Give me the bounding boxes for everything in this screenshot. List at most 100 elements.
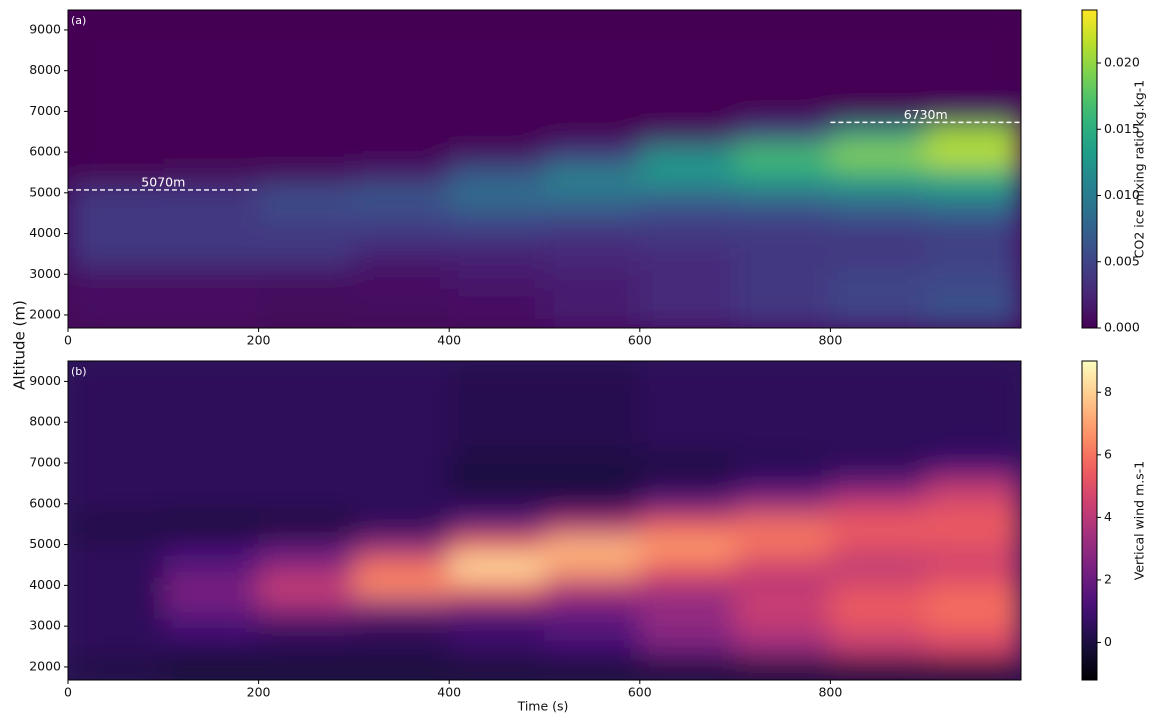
heatmap-cell: [925, 225, 1021, 247]
y-tick-label: 3000: [29, 618, 61, 633]
x-axis-label: Time (s): [517, 699, 569, 714]
heatmap-cell: [544, 597, 641, 619]
heatmap-cell: [639, 306, 736, 328]
heatmap-cell: [353, 10, 450, 104]
heatmap-cell: [639, 475, 736, 497]
heatmap-cell: [353, 516, 450, 537]
heatmap-cell: [544, 306, 641, 328]
heatmap-cell: [925, 10, 1021, 104]
heatmap-cell: [163, 454, 260, 476]
heatmap-cell: [925, 361, 1021, 456]
heatmap-cell: [544, 266, 641, 287]
heatmap-cell: [735, 475, 831, 497]
heatmap-cell: [449, 495, 545, 517]
heatmap-cell: [925, 164, 1021, 186]
heatmap-cell: [68, 103, 164, 125]
heatmap-cell: [258, 495, 355, 517]
heatmap-cell: [258, 638, 355, 660]
heatmap-cell: [735, 361, 831, 456]
y-tick-label: 5000: [29, 536, 61, 551]
x-tick-label: 600: [628, 685, 652, 700]
heatmap-cell: [449, 577, 545, 599]
heatmap-cell: [830, 361, 927, 456]
heatmap-cell: [68, 10, 164, 104]
heatmap-cell: [449, 658, 545, 680]
heatmap-cell: [353, 658, 450, 680]
heatmap-cell: [353, 475, 450, 497]
heatmap-cell: [639, 597, 736, 619]
heatmap-cell: [68, 164, 164, 186]
heatmap-cell: [163, 306, 260, 328]
heatmap-cell: [925, 245, 1021, 267]
annotation-label: 6730m: [904, 107, 948, 122]
x-tick-label: 400: [437, 333, 461, 348]
heatmap-cell: [925, 617, 1021, 639]
heatmap-cell: [925, 286, 1021, 308]
heatmap-cell: [258, 103, 355, 125]
heatmap-cell: [68, 638, 164, 660]
heatmap-cell: [925, 495, 1021, 517]
heatmap-cell: [830, 495, 927, 517]
heatmap-cell: [353, 103, 450, 125]
heatmap-cell: [830, 577, 927, 599]
heatmap-cell: [735, 143, 831, 165]
heatmap-cell: [353, 556, 450, 578]
heatmap-cell: [830, 266, 927, 287]
heatmap-cell: [258, 536, 355, 558]
heatmap-cell: [68, 495, 164, 517]
heatmap-cell: [163, 536, 260, 558]
heatmap-cell: [735, 164, 831, 186]
x-tick-label: 400: [437, 685, 461, 700]
heatmap-cell: [544, 658, 641, 680]
heatmap-cell: [639, 123, 736, 145]
heatmap-cell: [925, 143, 1021, 165]
heatmap-cell: [830, 638, 927, 660]
heatmap-cell: [544, 225, 641, 247]
heatmap-cell: [544, 143, 641, 165]
heatmap-cell: [163, 658, 260, 680]
heatmap-cell: [163, 266, 260, 287]
heatmap-cell: [163, 556, 260, 578]
heatmap-cell: [830, 286, 927, 308]
heatmap-cell: [449, 454, 545, 476]
heatmap-cell: [353, 454, 450, 476]
heatmap-cell: [925, 577, 1021, 599]
plot-area: [68, 361, 1021, 680]
heatmap-cell: [258, 245, 355, 267]
heatmap-cell: [163, 516, 260, 537]
heatmap-cell: [449, 361, 545, 456]
heatmap-cell: [258, 286, 355, 308]
x-tick-label: 0: [64, 685, 72, 700]
heatmap-cell: [353, 638, 450, 660]
heatmap-cell: [449, 597, 545, 619]
heatmap-cell: [258, 475, 355, 497]
heatmap-cell: [639, 10, 736, 104]
heatmap-cell: [258, 556, 355, 578]
y-tick-label: 2000: [29, 658, 61, 673]
heatmap-cell: [830, 556, 927, 578]
heatmap-cell: [925, 103, 1021, 125]
heatmap-cell: [449, 556, 545, 578]
heatmap-cell: [639, 577, 736, 599]
heatmap-cell: [639, 495, 736, 517]
heatmap-cell: [258, 306, 355, 328]
y-tick-label: 5000: [29, 184, 61, 199]
heatmap-cell: [258, 10, 355, 104]
heatmap-cell: [735, 658, 831, 680]
heatmap-cell: [449, 103, 545, 125]
heatmap-cell: [735, 638, 831, 660]
y-tick-label: 2000: [29, 306, 61, 321]
heatmap-cell: [544, 103, 641, 125]
heatmap-cell: [449, 164, 545, 186]
heatmap-cell: [735, 556, 831, 578]
heatmap-cell: [925, 454, 1021, 476]
heatmap-cell: [258, 123, 355, 145]
heatmap-cell: [544, 184, 641, 206]
heatmap-cell: [68, 658, 164, 680]
heatmap-cell: [449, 286, 545, 308]
heatmap-cell: [735, 123, 831, 145]
heatmap-cell: [639, 184, 736, 206]
heatmap-cell: [639, 617, 736, 639]
heatmap-cell: [639, 658, 736, 680]
heatmap-cell: [449, 536, 545, 558]
